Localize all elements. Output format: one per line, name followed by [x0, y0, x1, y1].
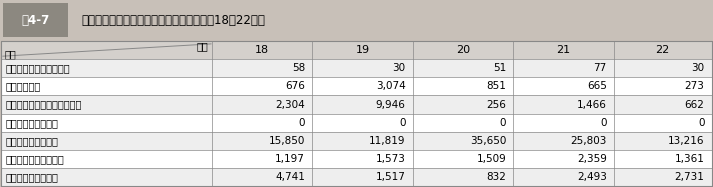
- Text: 年次: 年次: [197, 41, 208, 51]
- Text: 2,493: 2,493: [577, 172, 607, 182]
- Text: 自然災害による主な被害状況の推移（平成18～22年）: 自然災害による主な被害状況の推移（平成18～22年）: [81, 14, 265, 27]
- Text: 0: 0: [500, 118, 506, 128]
- Text: 832: 832: [486, 172, 506, 182]
- Text: 0: 0: [299, 118, 305, 128]
- Text: 全壊又は半壊した住家（戸）: 全壊又は半壊した住家（戸）: [6, 99, 82, 110]
- Text: 1,509: 1,509: [476, 154, 506, 164]
- Text: 18: 18: [255, 45, 269, 55]
- Text: 851: 851: [486, 81, 506, 91]
- Text: 662: 662: [684, 99, 704, 110]
- Text: 22: 22: [656, 45, 670, 55]
- Text: 11,819: 11,819: [369, 136, 406, 146]
- Text: 1,197: 1,197: [275, 154, 305, 164]
- Text: 15,850: 15,850: [269, 136, 305, 146]
- Text: 浸水した住家（戸）: 浸水した住家（戸）: [6, 136, 58, 146]
- Text: 0: 0: [698, 118, 704, 128]
- Bar: [1, 168, 712, 186]
- Text: 30: 30: [692, 63, 704, 73]
- Text: 21: 21: [557, 45, 570, 55]
- Text: 0: 0: [600, 118, 607, 128]
- Bar: [1, 132, 712, 150]
- Text: 9,946: 9,946: [376, 99, 406, 110]
- Text: 58: 58: [292, 63, 305, 73]
- Text: 負傷者（人）: 負傷者（人）: [6, 81, 41, 91]
- Bar: [1, 150, 712, 168]
- Text: 51: 51: [493, 63, 506, 73]
- Text: 崩れた山崖（箇所）: 崩れた山崖（箇所）: [6, 172, 58, 182]
- Text: 0: 0: [399, 118, 406, 128]
- Text: 表4-7: 表4-7: [21, 14, 50, 27]
- Text: 665: 665: [587, 81, 607, 91]
- Text: 676: 676: [285, 81, 305, 91]
- Text: 273: 273: [684, 81, 704, 91]
- Bar: [1, 59, 712, 77]
- Text: 25,803: 25,803: [570, 136, 607, 146]
- Text: 1,361: 1,361: [674, 154, 704, 164]
- Text: 20: 20: [456, 45, 470, 55]
- Text: 損壊した道路（箇所）: 損壊した道路（箇所）: [6, 154, 64, 164]
- Bar: [3, 3, 68, 37]
- Text: 256: 256: [486, 99, 506, 110]
- Text: 1,573: 1,573: [376, 154, 406, 164]
- Text: 30: 30: [393, 63, 406, 73]
- Text: 35,650: 35,650: [470, 136, 506, 146]
- Text: 1,466: 1,466: [577, 99, 607, 110]
- Text: 区分: 区分: [5, 49, 16, 59]
- Text: 2,731: 2,731: [674, 172, 704, 182]
- Text: 2,359: 2,359: [577, 154, 607, 164]
- Text: 2,304: 2,304: [275, 99, 305, 110]
- Bar: [1, 41, 712, 59]
- Text: 1,517: 1,517: [376, 172, 406, 182]
- Text: 4,741: 4,741: [275, 172, 305, 182]
- Text: 19: 19: [356, 45, 369, 55]
- Text: 死者・行方不明者（人）: 死者・行方不明者（人）: [6, 63, 71, 73]
- Bar: [1, 77, 712, 95]
- Text: 13,216: 13,216: [668, 136, 704, 146]
- Text: 流出した住家（戸）: 流出した住家（戸）: [6, 118, 58, 128]
- Bar: [1, 114, 712, 132]
- Bar: [1, 95, 712, 114]
- Text: 3,074: 3,074: [376, 81, 406, 91]
- Text: 77: 77: [593, 63, 607, 73]
